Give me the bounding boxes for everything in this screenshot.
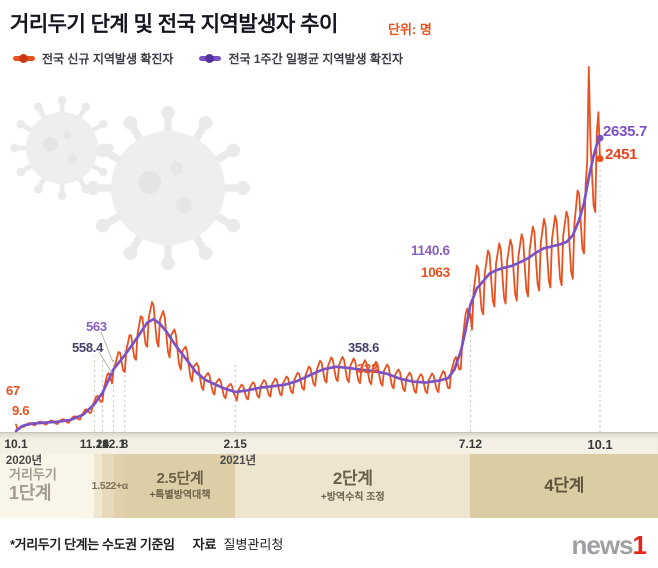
legend-item-average: 전국 1주간 일평균 지역발생 확진자: [199, 50, 403, 67]
distancing-band-1단계: 거리두기 1단계: [0, 454, 95, 518]
news1-logo: news1: [571, 530, 648, 561]
legend-marker-icon: [13, 54, 35, 63]
footnote: *거리두기 단계는 수도권 기준임: [10, 537, 175, 552]
distancing-level-bands: 거리두기 1단계 1.5 2 2+α 2.5단계 +특별방역대책 2단계 +방역수칙 조정 4단계: [0, 454, 658, 518]
unit-label: 단위: 명: [388, 22, 432, 37]
footer: *거리두기 단계는 수도권 기준임 자료 질병관리청: [10, 534, 283, 553]
source: 자료 질병관리청: [193, 534, 284, 553]
band-label: 1.5: [91, 479, 106, 492]
band-pre-label: 거리두기: [9, 467, 57, 483]
legend-label: 전국 신규 지역발생 확진자: [42, 52, 174, 66]
source-name: 질병관리청: [223, 537, 284, 552]
band-label: 2.5단계: [156, 470, 204, 488]
distancing-band-2: 2: [102, 454, 114, 518]
source-label: 자료: [192, 537, 217, 552]
band-label: 1단계: [9, 483, 52, 504]
legend-label: 전국 1주간 일평균 지역발생 확진자: [228, 52, 404, 66]
coronavirus-watermark-icon: [85, 105, 251, 271]
average-end-dot: [596, 134, 604, 142]
distancing-band-2+α: 2+α: [110, 454, 128, 518]
distancing-band-1.5: 1.5: [92, 454, 106, 518]
band-sub-label: +특별방역대책: [149, 490, 211, 502]
band-label: 2단계: [332, 468, 373, 488]
page-title: 거리두기 단계 및 전국 지역발생자 추이: [10, 13, 338, 36]
logo-news-text: news: [571, 530, 634, 560]
legend: 전국 신규 지역발생 확진자 전국 1주간 일평균 지역발생 확진자: [13, 50, 403, 67]
band-label: 2+α: [110, 479, 128, 492]
band-label: 2: [105, 479, 111, 492]
distancing-band-2단계: 2단계 +방역수칙 조정: [235, 454, 471, 518]
logo-one-text: 1: [632, 530, 648, 560]
legend-item-daily: 전국 신규 지역발생 확진자: [13, 50, 173, 67]
band-sub-label: +방역수칙 조정: [320, 491, 385, 503]
distancing-band-4단계: 4단계: [470, 454, 658, 518]
axis-strip: [0, 433, 658, 454]
annotation-leader-line: [100, 331, 114, 363]
daily-end-dot: [596, 155, 604, 163]
annotation-leader-line: [98, 351, 113, 374]
distancing-band-2.5단계: 2.5단계 +특별방역대책: [124, 454, 236, 518]
legend-marker-icon: [199, 54, 222, 63]
coronavirus-watermark-icon: [10, 96, 114, 200]
weekly-average-line: [14, 136, 602, 433]
band-label: 4단계: [544, 476, 585, 496]
